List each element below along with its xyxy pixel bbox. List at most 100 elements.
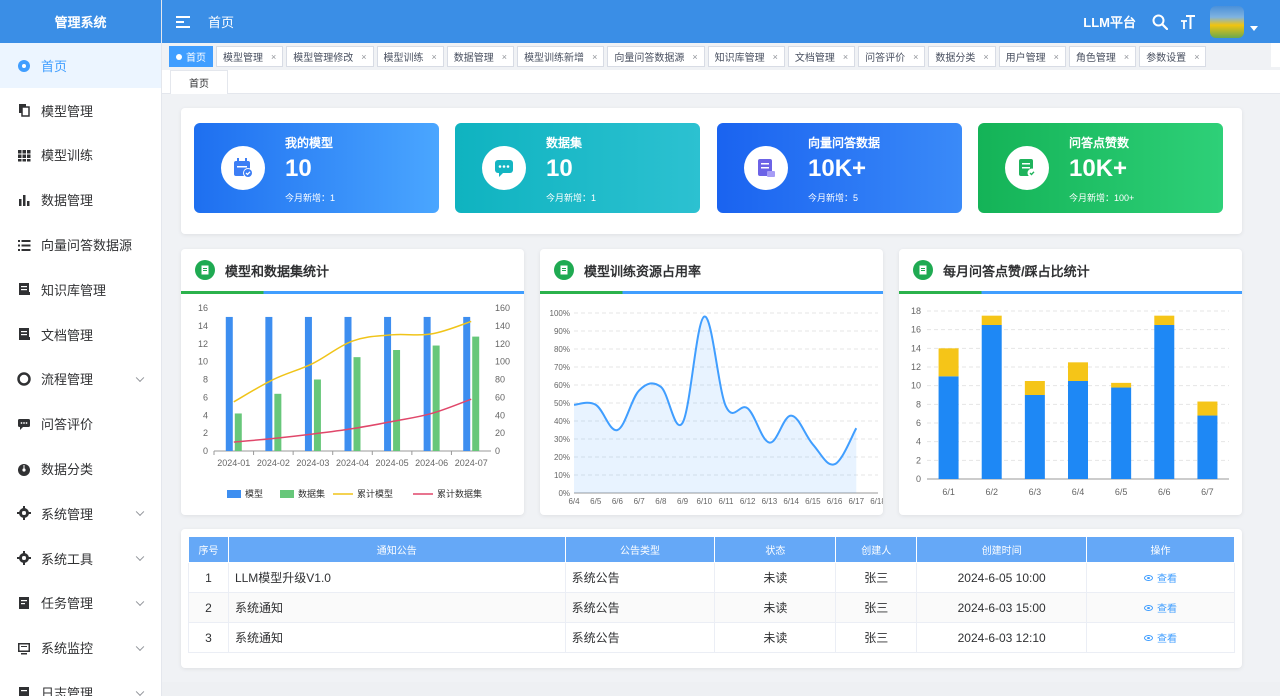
sidebar-item-7[interactable]: 流程管理 [0, 357, 161, 402]
chevron-down-icon[interactable] [1250, 26, 1258, 31]
close-icon[interactable]: × [431, 51, 437, 62]
sidebar-item-8[interactable]: 问答评价 [0, 401, 161, 446]
close-icon[interactable]: × [271, 51, 277, 62]
close-icon[interactable]: × [772, 51, 778, 62]
view-button[interactable]: 查看 [1144, 600, 1177, 615]
tags-scroll-handle[interactable] [1271, 43, 1280, 67]
close-icon[interactable]: × [501, 51, 508, 62]
close-icon[interactable]: × [592, 51, 598, 62]
sidebar-item-6[interactable]: 文档管理 [0, 312, 161, 357]
stacked-bar-segment[interactable] [1197, 401, 1218, 416]
bar-模型[interactable] [304, 316, 312, 451]
close-icon[interactable]: × [1053, 51, 1059, 62]
close-icon[interactable]: × [842, 51, 849, 62]
stacked-bar-segment[interactable] [1024, 381, 1045, 395]
stat-card-1[interactable]: 数据集 10 今月新增：1 [455, 123, 700, 213]
y-tick: 70% [554, 363, 570, 372]
stacked-bar-segment[interactable] [938, 348, 959, 377]
stacked-bar-segment[interactable] [1154, 315, 1175, 325]
tag-6[interactable]: 向量问答数据源 × [607, 46, 705, 67]
column-header: 创建人 [835, 536, 918, 563]
stacked-bar-segment[interactable] [938, 376, 959, 479]
close-icon[interactable]: × [361, 51, 367, 62]
subtab-home[interactable]: 首页 [170, 70, 228, 94]
stacked-bar-segment[interactable] [1111, 387, 1132, 479]
bar-模型[interactable] [225, 316, 233, 451]
breadcrumb[interactable]: 首页 [208, 15, 235, 30]
bar-模型[interactable] [423, 316, 431, 451]
search-icon[interactable] [1150, 12, 1170, 32]
stacked-bar-segment[interactable] [1068, 381, 1088, 479]
sidebar-item-11[interactable]: 系统工具 [0, 536, 161, 581]
sidebar-item-13[interactable]: 系统监控 [0, 625, 161, 670]
chart-header: 模型训练资源占用率 [540, 249, 883, 291]
tag-2[interactable]: 模型管理修改 × [286, 46, 374, 67]
bar-数据集[interactable] [313, 379, 321, 452]
tag-10[interactable]: 数据分类 × [928, 46, 996, 67]
menu-toggle-icon[interactable] [176, 15, 190, 28]
close-icon[interactable]: × [692, 51, 698, 62]
bottom-scrollbar[interactable] [162, 682, 1280, 696]
bar-数据集[interactable] [353, 357, 361, 451]
stat-card-0[interactable]: 我的模型 10 今月新增：1 [194, 123, 439, 213]
resource-usage-chart: 0% 10% 20% 30% 40% 50% 60% 70% 80% 90% 100% 6/4 6/5 6… [550, 309, 883, 506]
tag-0[interactable]: 首页 [169, 46, 213, 67]
tag-1[interactable]: 模型管理 × [216, 46, 284, 67]
tag-9[interactable]: 问答评价 × [858, 46, 926, 67]
close-icon[interactable]: × [983, 51, 989, 62]
tag-4[interactable]: 数据管理 × [446, 46, 515, 67]
sidebar-item-12[interactable]: 任务管理 [0, 581, 161, 626]
stacked-bar-segment[interactable] [1068, 362, 1088, 381]
bar-模型[interactable] [265, 316, 273, 451]
bar-数据集[interactable] [234, 413, 242, 451]
stacked-bar-segment[interactable] [1024, 395, 1045, 479]
sidebar-item-14[interactable]: 日志管理 [0, 670, 161, 696]
view-button[interactable]: 查看 [1144, 570, 1177, 585]
dashboard-icon [17, 58, 31, 73]
font-size-icon[interactable] [1178, 12, 1198, 32]
avatar[interactable] [1210, 5, 1244, 38]
tag-3[interactable]: 模型训练 × [376, 46, 444, 67]
sidebar-item-10[interactable]: 系统管理 [0, 491, 161, 536]
chart-divider [181, 291, 524, 294]
line-累计模型[interactable] [233, 320, 472, 403]
bar-数据集[interactable] [274, 393, 282, 451]
x-tick-label: 2024-03 [296, 458, 329, 468]
tag-12[interactable]: 角色管理 × [1068, 46, 1137, 67]
x-tick-label: 6/5 [1115, 487, 1128, 497]
sidebar-item-0[interactable]: 首页 [0, 43, 161, 88]
stat-card-3[interactable]: 问答点赞数 10K+ 今月新增：100+ [978, 123, 1223, 213]
bar-数据集[interactable] [393, 350, 401, 451]
bar-数据集[interactable] [432, 345, 440, 451]
stacked-bar-segment[interactable] [1197, 415, 1218, 479]
sidebar-item-4[interactable]: 向量问答数据源 [0, 222, 161, 267]
sidebar-item-5[interactable]: 知识库管理 [0, 267, 161, 312]
stacked-bar-segment[interactable] [981, 325, 1002, 479]
stacked-bar-segment[interactable] [1154, 325, 1175, 479]
tag-11[interactable]: 用户管理 × [998, 46, 1066, 67]
sidebar-item-2[interactable]: 模型训练 [0, 133, 161, 178]
circle-icon [17, 372, 31, 386]
bar-数据集[interactable] [472, 336, 480, 451]
line-累计数据集[interactable] [233, 398, 472, 443]
tag-label: 数据分类 [935, 53, 976, 64]
stacked-bar-segment[interactable] [981, 315, 1002, 325]
close-icon[interactable]: × [1194, 51, 1200, 62]
sidebar-item-9[interactable]: 数据分类 [0, 446, 161, 491]
close-icon[interactable]: × [1123, 51, 1130, 62]
area-line[interactable] [573, 315, 858, 466]
tag-5[interactable]: 模型训练新增 × [517, 46, 605, 67]
tag-7[interactable]: 知识库管理 × [707, 46, 785, 67]
close-icon[interactable]: × [913, 51, 919, 62]
sidebar-item-3[interactable]: 数据管理 [0, 177, 161, 222]
tag-13[interactable]: 参数设置 × [1139, 46, 1207, 67]
sidebar-item-1[interactable]: 模型管理 [0, 88, 161, 133]
y-tick: 60% [554, 381, 570, 390]
bar-模型[interactable] [463, 316, 471, 451]
bar-模型[interactable] [384, 316, 392, 451]
stat-card-2[interactable]: 向量问答数据 10K+ 今月新增：5 [717, 123, 962, 213]
view-button[interactable]: 查看 [1144, 630, 1177, 645]
tag-8[interactable]: 文档管理 × [787, 46, 856, 67]
stacked-bar-segment[interactable] [1111, 382, 1132, 388]
bar-模型[interactable] [344, 316, 352, 451]
